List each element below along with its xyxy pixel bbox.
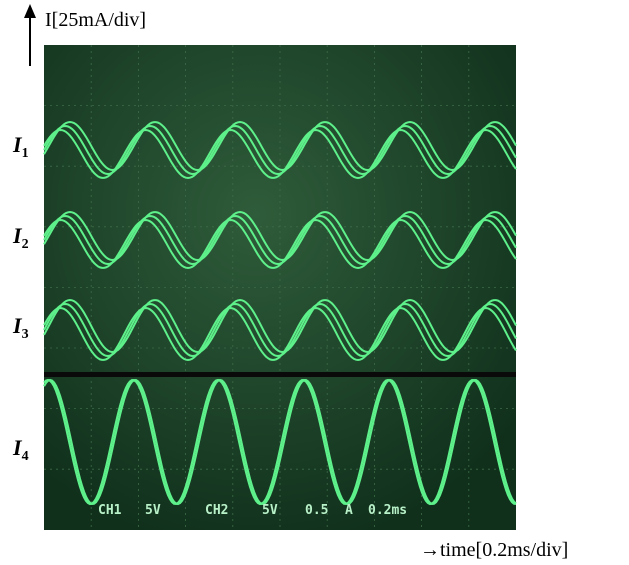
trace-symbol: I <box>12 435 23 460</box>
trace-subscript: 1 <box>22 146 29 161</box>
waveform <box>43 218 517 270</box>
y-axis-label: I[25mA/div] <box>45 9 146 31</box>
screen-seam <box>44 372 516 377</box>
waveform <box>43 210 517 262</box>
x-axis-label: →time[0.2ms/div] <box>420 539 568 561</box>
y-axis-arrowhead <box>24 4 36 18</box>
trace-label: I2 <box>12 223 29 252</box>
waveform <box>43 128 517 180</box>
trace-label: I3 <box>12 313 29 342</box>
waveform <box>43 306 517 362</box>
trace-label: I1 <box>12 132 29 161</box>
readout-timebase: 0.2ms <box>368 503 407 518</box>
screen-grid <box>44 45 516 530</box>
readout-ch1: CH1 <box>98 503 122 518</box>
readout-ch2-scale: 5V <box>262 503 278 518</box>
trace-label: I4 <box>12 435 29 464</box>
readout-ch2: CH2 <box>205 503 228 518</box>
trace-subscript: 3 <box>22 327 29 342</box>
waveform <box>43 378 517 506</box>
waveform <box>43 298 517 354</box>
trace-subscript: 2 <box>22 237 29 252</box>
trace-symbol: I <box>12 313 23 338</box>
readout-current-scale: 0.5 <box>305 503 328 518</box>
readout-unit: A <box>345 503 353 518</box>
waveform <box>43 120 517 172</box>
trace-subscript: 4 <box>22 449 29 464</box>
waveforms <box>43 120 517 506</box>
trace-symbol: I <box>12 223 23 248</box>
waveform <box>43 378 517 506</box>
trace-symbol: I <box>12 132 23 157</box>
readout-ch1-scale: 5V <box>145 503 161 518</box>
